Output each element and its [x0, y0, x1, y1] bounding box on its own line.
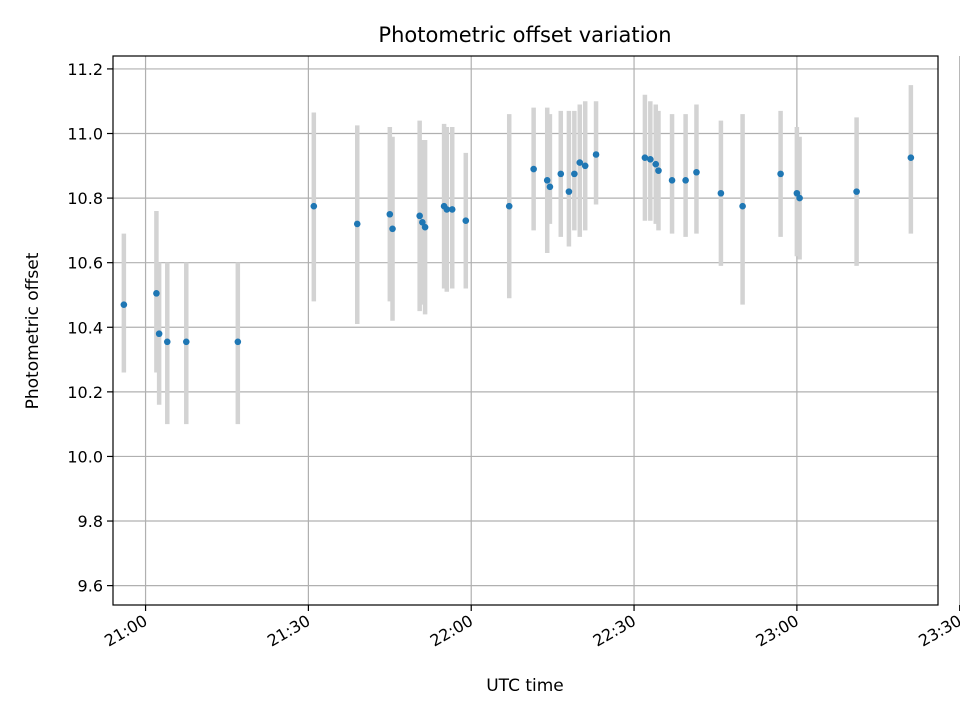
- data-point: [234, 338, 242, 346]
- y-tick-label: 9.6: [78, 577, 103, 596]
- data-point: [592, 151, 600, 158]
- data-point: [853, 188, 860, 195]
- plot-frame: [112, 55, 939, 606]
- data-point: [182, 338, 190, 346]
- y-tick-label: 10.2: [67, 383, 103, 402]
- data-point: [576, 159, 584, 166]
- data-point: [717, 189, 725, 197]
- data-points: [120, 151, 915, 346]
- x-tick-label: 21:00: [101, 611, 150, 651]
- data-point: [448, 206, 456, 213]
- data-point: [153, 290, 160, 297]
- data-point: [796, 194, 803, 202]
- x-axis-label: UTC time: [486, 676, 564, 696]
- data-point: [389, 225, 396, 233]
- data-point: [668, 177, 676, 184]
- data-point: [777, 170, 784, 178]
- y-tick-label: 10.4: [67, 318, 103, 337]
- y-tick-label: 10.8: [67, 189, 103, 208]
- data-point: [443, 206, 451, 213]
- data-point: [353, 220, 361, 228]
- data-point: [155, 330, 163, 338]
- chart-title: Photometric offset variation: [378, 23, 671, 47]
- x-axis: 21:0021:3022:0022:3023:0023:3000:0000:30…: [101, 605, 960, 651]
- data-point: [163, 338, 171, 346]
- x-tick-label: 23:00: [752, 611, 801, 651]
- data-point: [641, 154, 649, 162]
- x-tick-label: 23:30: [915, 611, 960, 651]
- y-tick-label: 11.2: [67, 60, 103, 79]
- error-bars: [121, 85, 914, 425]
- data-point: [739, 202, 746, 210]
- x-tick-label: 22:30: [590, 611, 639, 651]
- data-point: [386, 210, 394, 218]
- data-point: [462, 217, 470, 224]
- data-point: [120, 301, 128, 308]
- data-point: [581, 162, 589, 170]
- data-point: [416, 212, 423, 220]
- y-tick-label: 11.0: [67, 125, 103, 144]
- data-point: [907, 154, 915, 162]
- data-point: [557, 170, 565, 178]
- data-point: [310, 202, 318, 210]
- data-point: [652, 160, 660, 168]
- y-tick-label: 10.6: [67, 254, 103, 273]
- data-point: [655, 167, 662, 174]
- data-point: [571, 170, 578, 178]
- x-tick-label: 21:30: [264, 611, 313, 651]
- y-tick-label: 9.8: [78, 512, 103, 531]
- data-point: [682, 177, 689, 184]
- data-point: [647, 156, 654, 163]
- x-tick-label: 22:00: [427, 611, 476, 651]
- data-point: [546, 183, 554, 191]
- data-point: [793, 189, 801, 197]
- data-point: [505, 202, 513, 210]
- data-point: [530, 165, 537, 173]
- grid-lines: [113, 56, 960, 605]
- data-point: [419, 219, 426, 226]
- data-point: [421, 223, 429, 231]
- y-axis: 9.6 9.8 10.0 10.2 10.4 10.6 10.8 11.0 11.2: [67, 60, 113, 596]
- data-point: [543, 177, 551, 184]
- y-axis-label: Photometric offset: [23, 252, 43, 409]
- data-point: [565, 188, 573, 195]
- data-point: [693, 168, 700, 176]
- y-tick-label: 10.0: [67, 447, 103, 466]
